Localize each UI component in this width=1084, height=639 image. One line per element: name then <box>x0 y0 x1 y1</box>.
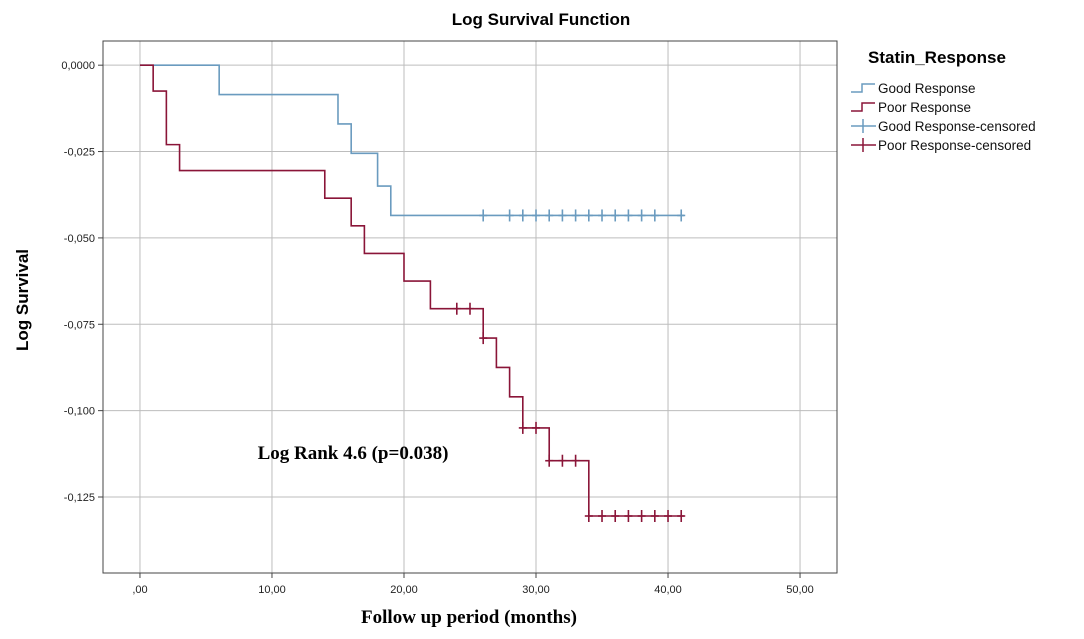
poor-response-censor-mark <box>571 454 580 467</box>
legend-step-symbol <box>851 102 875 112</box>
legend-label: Good Response-censored <box>878 119 1036 134</box>
x-tick-label: ,00 <box>132 584 147 596</box>
good-response-censor-mark <box>571 209 580 222</box>
good-response-censor-mark <box>518 209 527 222</box>
good-response-censor-mark <box>532 209 541 222</box>
poor-response-censor-mark <box>466 302 474 315</box>
y-tick-label: -0,050 <box>64 233 95 245</box>
good-response-censor-mark <box>584 209 593 222</box>
y-tick-label: 0,0000 <box>61 60 95 72</box>
poor-response-line <box>139 64 684 517</box>
poor-response-censor-mark <box>584 510 593 522</box>
legend-title: Statin_Response <box>868 48 1006 67</box>
poor-response-censor-mark <box>532 421 541 434</box>
poor-response-censor-mark <box>479 332 488 345</box>
legend: Statin_Response Good Response Poor Respon… <box>851 48 1036 153</box>
poor-response-censor-mark <box>598 510 607 522</box>
legend-step-symbol <box>851 83 875 93</box>
gridlines <box>103 41 837 573</box>
poor-response-censor-mark <box>518 421 527 434</box>
axis-ticks: ,00 10,00 20,00 30,00 40,00 50,00 0,0000 -0,025… <box>61 60 813 596</box>
good-response-censor-mark <box>558 209 567 222</box>
poor-response-censor-mark <box>677 510 686 522</box>
y-tick-label: -0,125 <box>64 492 95 504</box>
x-tick-label: 20,00 <box>390 584 418 596</box>
poor-response-censor-mark <box>452 302 461 315</box>
y-axis-label: Log Survival <box>13 249 32 351</box>
poor-response-censor-mark <box>624 510 633 522</box>
legend-entry: Good Response <box>851 81 976 96</box>
legend-label: Poor Response-censored <box>878 138 1031 153</box>
x-tick-label: 40,00 <box>654 584 682 596</box>
chart-title: Log Survival Function <box>452 10 631 29</box>
legend-entry: Poor Response <box>851 100 971 115</box>
good-response-censor-mark <box>637 209 646 222</box>
poor-response-censor-mark <box>545 454 554 467</box>
x-tick-label: 10,00 <box>258 584 286 596</box>
good-response-censor-mark <box>545 209 554 222</box>
y-tick-label: -0,025 <box>64 147 95 159</box>
good-response-censor-mark <box>677 209 686 222</box>
legend-label: Poor Response <box>878 100 971 115</box>
poor-response-censor-mark <box>611 510 620 522</box>
poor-response-censor-mark <box>637 510 646 522</box>
good-response-censor-mark <box>611 209 620 222</box>
good-response-censor-mark <box>650 209 659 222</box>
y-tick-label: -0,100 <box>64 406 95 418</box>
log-rank-annotation: Log Rank 4.6 (p=0.038) <box>258 443 449 464</box>
legend-entry: Good Response-censored <box>851 119 1036 134</box>
good-response-censor-mark <box>479 209 488 222</box>
legend-entry: Poor Response-censored <box>851 138 1031 153</box>
legend-label: Good Response <box>878 81 976 96</box>
plot-frame <box>102 40 838 574</box>
x-tick-label: 50,00 <box>786 584 814 596</box>
poor-response-censor-mark <box>650 510 659 522</box>
poor-response-censor-mark <box>558 454 567 467</box>
x-tick-label: 30,00 <box>522 584 550 596</box>
good-response-censor-mark <box>598 209 607 222</box>
good-response-line <box>139 64 684 217</box>
censor-marks <box>452 209 686 522</box>
good-response-censor-mark <box>624 209 633 222</box>
x-axis-label: Follow up period (months) <box>361 607 577 628</box>
y-tick-label: -0,075 <box>64 319 95 331</box>
series-lines <box>139 64 684 517</box>
poor-response-censor-mark <box>664 510 673 522</box>
good-response-censor-mark <box>505 209 514 222</box>
